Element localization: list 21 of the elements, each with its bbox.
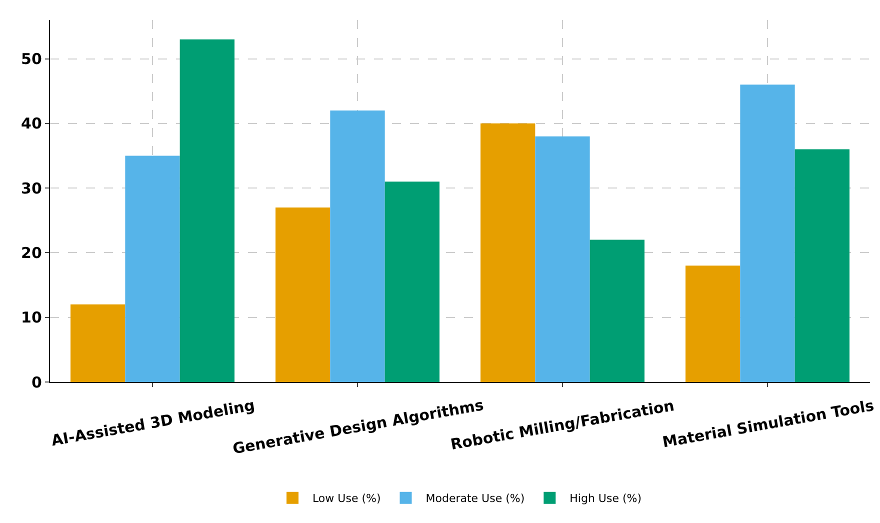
bar	[686, 266, 740, 382]
bar	[276, 207, 330, 382]
bar	[330, 110, 385, 382]
y-tick-label: 30	[21, 179, 42, 198]
bar	[180, 39, 234, 382]
y-tick-label: 20	[21, 244, 42, 262]
bar	[590, 240, 644, 382]
bar	[535, 136, 590, 382]
bar	[384, 182, 440, 382]
y-tick-label: 50	[21, 50, 42, 68]
legend-label: High Use (%)	[570, 492, 642, 506]
y-tick-label: 10	[21, 308, 42, 327]
bar	[480, 123, 536, 382]
bar	[125, 156, 180, 382]
bar	[740, 84, 795, 382]
bar	[794, 149, 850, 382]
bar	[70, 304, 126, 382]
legend-label: Moderate Use (%)	[426, 492, 525, 506]
y-tick-label: 40	[21, 114, 42, 133]
legend-label: Low Use (%)	[312, 492, 381, 506]
y-tick-label: 0	[31, 373, 42, 392]
